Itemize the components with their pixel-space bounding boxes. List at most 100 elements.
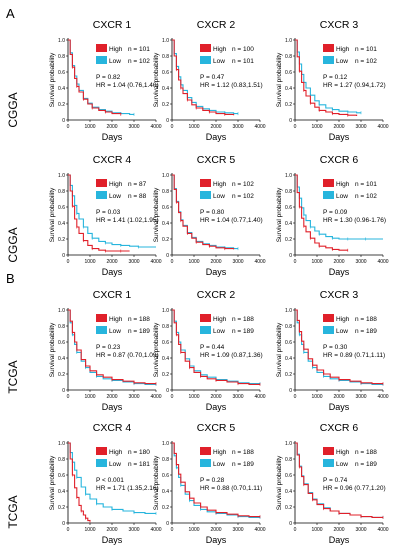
y-tick-label: 0 bbox=[166, 253, 169, 259]
legend-label-high: High bbox=[213, 316, 227, 323]
hazard-ratio: HR = 0.87 (0.70,1.09) bbox=[96, 352, 159, 359]
x-tick-label: 0 bbox=[294, 124, 297, 130]
y-tick-label: 0.6 bbox=[285, 70, 292, 76]
y-tick-label: 0.4 bbox=[285, 356, 292, 362]
legend-n-high: n = 101 bbox=[128, 46, 150, 53]
y-tick-label: 0.4 bbox=[285, 489, 292, 495]
x-tick-label: 1000 bbox=[311, 394, 322, 400]
y-tick-label: 0.8 bbox=[58, 189, 65, 195]
hazard-ratio: HR = 0.89 (0.71,1.11) bbox=[323, 352, 385, 359]
y-tick-label: 0.4 bbox=[58, 356, 65, 362]
x-tick-label: 0 bbox=[294, 259, 297, 265]
hazard-ratio: HR = 1.30 (0.96-1.76) bbox=[323, 217, 386, 224]
x-tick-label: 4000 bbox=[150, 394, 161, 400]
legend-swatch-high bbox=[323, 44, 334, 52]
x-axis-label: Days bbox=[206, 535, 227, 545]
curve-high bbox=[172, 174, 235, 250]
legend-label-high: High bbox=[109, 316, 123, 323]
x-tick-label: 2000 bbox=[106, 527, 117, 533]
x-tick-label: 1000 bbox=[84, 394, 95, 400]
y-axis-label: Survival probability bbox=[276, 322, 283, 377]
curve-high bbox=[172, 442, 260, 518]
legend-label-low: Low bbox=[336, 193, 348, 200]
legend-n-high: n = 188 bbox=[232, 449, 254, 456]
y-tick-label: 0.6 bbox=[58, 473, 65, 479]
legend-n-high: n = 188 bbox=[232, 316, 254, 323]
legend-label-low: Low bbox=[213, 461, 225, 468]
x-tick-label: 0 bbox=[294, 394, 297, 400]
x-axis-label: Days bbox=[329, 132, 350, 142]
x-tick-label: 4000 bbox=[377, 527, 388, 533]
legend-label-high: High bbox=[213, 449, 227, 456]
x-tick-label: 2000 bbox=[333, 394, 344, 400]
y-axis-label: Survival probability bbox=[49, 322, 56, 377]
hazard-ratio: HR = 1.71 (1.35,2.16) bbox=[96, 485, 159, 492]
legend-label-low: Low bbox=[213, 328, 225, 335]
y-tick-label: 0 bbox=[166, 388, 169, 394]
x-axis-label: Days bbox=[329, 402, 350, 412]
legend-swatch-high bbox=[96, 44, 107, 52]
p-value: P = 0.47 bbox=[200, 74, 225, 81]
y-tick-label: 0 bbox=[62, 118, 65, 124]
legend-swatch-high bbox=[200, 179, 211, 187]
legend-n-low: n = 102 bbox=[355, 193, 377, 200]
dataset-label: CGGA bbox=[6, 92, 20, 127]
y-tick-label: 1.0 bbox=[162, 173, 169, 179]
x-tick-label: 0 bbox=[67, 527, 70, 533]
y-tick-label: 0.4 bbox=[285, 86, 292, 92]
y-tick-label: 1.0 bbox=[58, 441, 65, 447]
y-tick-label: 0 bbox=[289, 118, 292, 124]
x-tick-label: 3000 bbox=[128, 394, 139, 400]
y-tick-label: 0 bbox=[289, 521, 292, 527]
x-tick-label: 1000 bbox=[84, 124, 95, 130]
y-tick-label: 0.2 bbox=[162, 102, 169, 108]
x-tick-label: 2000 bbox=[333, 527, 344, 533]
panel-title: CXCR 2 bbox=[197, 289, 236, 301]
x-tick-label: 2000 bbox=[106, 259, 117, 265]
x-tick-label: 2000 bbox=[210, 394, 221, 400]
x-tick-label: 1000 bbox=[311, 124, 322, 130]
legend-label-low: Low bbox=[336, 58, 348, 65]
y-tick-label: 0.2 bbox=[58, 237, 65, 243]
x-tick-label: 3000 bbox=[355, 394, 366, 400]
legend-label-low: Low bbox=[109, 58, 121, 65]
x-tick-label: 3000 bbox=[355, 124, 366, 130]
legend-swatch-high bbox=[96, 447, 107, 455]
p-value: P = 0.23 bbox=[96, 344, 121, 351]
x-tick-label: 1000 bbox=[188, 124, 199, 130]
y-tick-label: 1.0 bbox=[58, 308, 65, 314]
y-tick-label: 0.2 bbox=[285, 372, 292, 378]
km-panel-cgga-1: CXCR 1 0 0.2 0.4 0.6 0.8 1.0 0 1000 2000 3000 4000 D… bbox=[49, 19, 162, 142]
y-tick-label: 0.2 bbox=[285, 237, 292, 243]
y-axis-label: Survival probability bbox=[49, 187, 56, 242]
curve-high bbox=[295, 309, 383, 385]
legend-label-high: High bbox=[336, 316, 350, 323]
y-tick-label: 0 bbox=[62, 253, 65, 259]
x-axis-label: Days bbox=[329, 267, 350, 277]
p-value: P = 0.12 bbox=[323, 74, 348, 81]
km-panel-cgga-4: CXCR 4 0 0.2 0.4 0.6 0.8 1.0 0 1000 2000 3000 4000 D… bbox=[49, 154, 162, 277]
hazard-ratio: HR = 1.04 (0.76,1.40) bbox=[96, 82, 159, 89]
panel-title: CXCR 2 bbox=[197, 19, 236, 31]
p-value: P = 0.03 bbox=[96, 209, 121, 216]
hazard-ratio: HR = 1.12 (0.83,1.51) bbox=[200, 82, 263, 89]
km-panel-cgga-5: CXCR 5 0 0.2 0.4 0.6 0.8 1.0 0 1000 2000 3000 4000 D… bbox=[153, 154, 266, 277]
y-axis-label: Survival probability bbox=[153, 187, 160, 242]
x-tick-label: 1000 bbox=[188, 527, 199, 533]
y-tick-label: 1.0 bbox=[162, 441, 169, 447]
x-axis-label: Days bbox=[329, 535, 350, 545]
legend-label-low: Low bbox=[213, 58, 225, 65]
panel-title: CXCR 6 bbox=[320, 422, 359, 434]
legend-swatch-low bbox=[96, 459, 107, 467]
x-tick-label: 1000 bbox=[84, 527, 95, 533]
y-tick-label: 1.0 bbox=[285, 441, 292, 447]
x-tick-label: 2000 bbox=[210, 527, 221, 533]
hazard-ratio: HR = 1.04 (0.77,1.40) bbox=[200, 217, 263, 224]
y-tick-label: 0.2 bbox=[58, 102, 65, 108]
curve-high bbox=[68, 442, 91, 522]
x-tick-label: 4000 bbox=[377, 394, 388, 400]
panel-title: CXCR 1 bbox=[93, 19, 132, 31]
panel-title: CXCR 4 bbox=[93, 154, 132, 166]
x-tick-label: 1000 bbox=[311, 527, 322, 533]
